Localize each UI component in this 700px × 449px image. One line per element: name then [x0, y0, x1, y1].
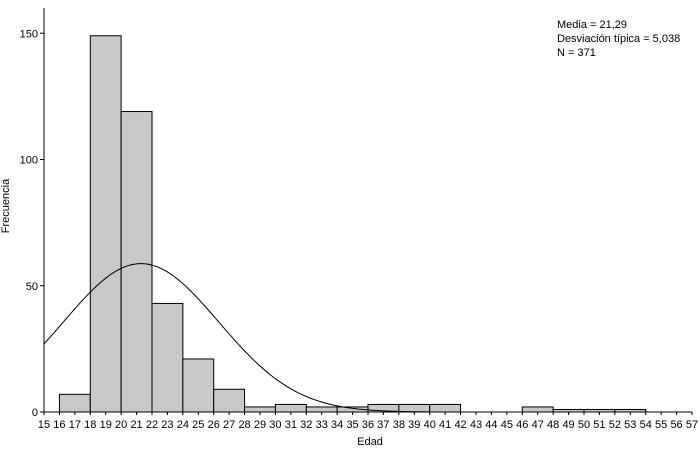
x-tick-label: 46: [516, 419, 528, 431]
x-axis-title: Edad: [357, 436, 383, 448]
x-tick-label: 29: [254, 419, 266, 431]
y-ticks: 0 50 100 150: [20, 28, 44, 419]
histogram-bar: [213, 388, 246, 413]
histogram-bar: [244, 406, 276, 413]
stats-n: N = 371: [557, 47, 596, 59]
x-tick-label: 40: [424, 419, 436, 431]
histogram-bar: [305, 406, 338, 413]
y-axis-title: Frecuencia: [0, 178, 12, 233]
x-tick-label: 31: [285, 419, 297, 431]
x-tick-label: 16: [53, 419, 65, 431]
x-tick-label: 32: [300, 419, 312, 431]
histogram-bar: [58, 393, 91, 413]
x-tick-label: 33: [316, 419, 328, 431]
x-ticks: 15 16 17 18 19 20 21 22 23 24 25 26 27 28 29 30 31 32 33 34…: [38, 412, 698, 431]
x-tick-label: 57: [686, 419, 698, 431]
x-tick-label: 35: [346, 419, 358, 431]
x-tick-label: 25: [192, 419, 204, 431]
x-tick-label: 27: [223, 419, 235, 431]
histogram-bar: [182, 358, 215, 413]
y-tick-label: 100: [20, 155, 38, 167]
x-tick-label: 48: [547, 419, 559, 431]
x-tick-label: 53: [624, 419, 636, 431]
normal-curve: [43, 263, 429, 413]
x-tick-label: 50: [578, 419, 590, 431]
x-tick-label: 26: [208, 419, 220, 431]
y-tick-label: 150: [20, 28, 38, 40]
x-tick-label: 52: [609, 419, 621, 431]
x-tick-label: 17: [69, 419, 81, 431]
x-tick-label: 34: [331, 419, 343, 431]
x-tick-label: 54: [640, 419, 652, 431]
x-tick-label: 51: [593, 419, 605, 431]
x-tick-label: 37: [377, 419, 389, 431]
stats-mean: Media = 21,29: [557, 19, 627, 31]
histogram-bar: [89, 35, 122, 413]
stats-box: Media = 21,29 Desviación típica = 5,038 …: [557, 19, 680, 59]
x-tick-label: 43: [470, 419, 482, 431]
x-tick-label: 18: [84, 419, 96, 431]
x-tick-label: 38: [393, 419, 405, 431]
bars: [58, 35, 647, 413]
histogram-bar: [274, 403, 307, 413]
y-tick-label: 50: [26, 281, 38, 293]
histogram-bar: [429, 403, 462, 413]
x-tick-label: 23: [161, 419, 173, 431]
x-tick-label: 15: [38, 419, 50, 431]
x-tick-label: 21: [130, 419, 142, 431]
x-tick-label: 22: [146, 419, 158, 431]
x-tick-label: 42: [454, 419, 466, 431]
x-tick-label: 30: [269, 419, 281, 431]
x-tick-label: 56: [670, 419, 682, 431]
histogram-bar: [398, 403, 431, 413]
x-tick-label: 24: [177, 419, 189, 431]
y-tick-label: 0: [32, 407, 38, 419]
stats-sd: Desviación típica = 5,038: [557, 33, 680, 45]
x-tick-label: 41: [439, 419, 451, 431]
histogram-bar: [521, 406, 554, 413]
histogram-bar: [151, 302, 184, 413]
x-tick-label: 45: [501, 419, 513, 431]
x-tick-label: 39: [408, 419, 420, 431]
x-tick-label: 49: [562, 419, 574, 431]
x-tick-label: 20: [115, 419, 127, 431]
x-tick-label: 55: [655, 419, 667, 431]
x-tick-label: 36: [362, 419, 374, 431]
histogram-bar: [120, 111, 153, 413]
x-tick-label: 44: [485, 419, 497, 431]
x-tick-label: 19: [100, 419, 112, 431]
x-tick-label: 28: [238, 419, 250, 431]
x-tick-label: 47: [532, 419, 544, 431]
